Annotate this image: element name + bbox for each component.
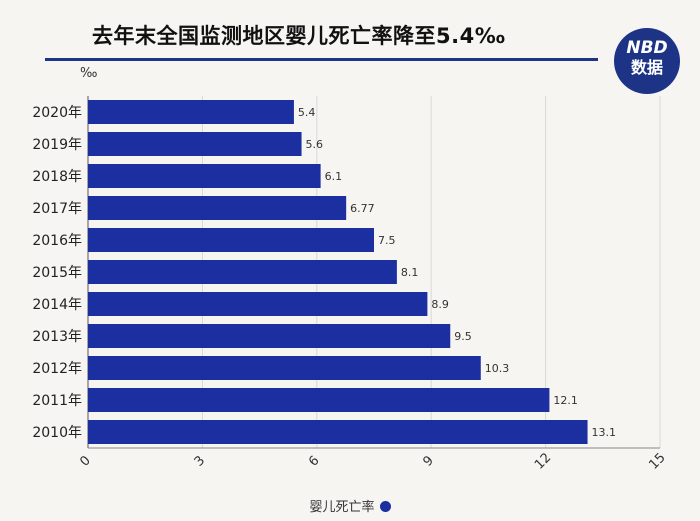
legend-marker xyxy=(379,501,391,512)
y-tick-label: 2016年 xyxy=(32,233,82,249)
legend: 婴儿死亡率 xyxy=(0,496,700,515)
y-tick-label: 2011年 xyxy=(32,393,82,409)
data-label: 13.1 xyxy=(592,426,617,439)
bar xyxy=(88,228,374,252)
bar xyxy=(88,420,588,444)
data-label: 10.3 xyxy=(485,362,510,375)
y-tick-label: 2015年 xyxy=(32,265,82,281)
data-label: 5.6 xyxy=(306,138,324,151)
bar xyxy=(88,324,451,348)
data-label: 5.4 xyxy=(298,106,316,119)
bar xyxy=(88,292,428,316)
bar xyxy=(88,100,294,124)
data-label: 8.1 xyxy=(401,266,419,279)
y-tick-label: 2019年 xyxy=(32,137,82,153)
unit-label: ‰ xyxy=(80,66,98,81)
nbd-logo: NBD 数据 xyxy=(614,28,680,94)
y-tick-label: 2014年 xyxy=(32,297,82,313)
data-label: 12.1 xyxy=(553,394,578,407)
bar xyxy=(88,132,302,156)
y-tick-label: 2010年 xyxy=(32,425,82,441)
bar-chart: 5.4 2020年 5.6 2019年 6.1 2018年 6.77 2017年 7.5 2016… xyxy=(32,96,669,473)
logo-text-bottom: 数据 xyxy=(630,58,663,77)
bar xyxy=(88,164,321,188)
title-underline xyxy=(45,58,598,61)
y-tick-label: 2018年 xyxy=(32,169,82,185)
bar xyxy=(88,356,481,380)
logo-text-top: NBD xyxy=(626,38,668,58)
x-tick-label: 0 xyxy=(77,453,93,469)
chart-title: 去年末全国监测地区婴儿死亡率降至5.4‰ xyxy=(92,24,506,48)
y-tick-label: 2020年 xyxy=(32,105,82,121)
x-tick-label: 15 xyxy=(646,450,668,472)
data-label: 7.5 xyxy=(378,234,396,247)
data-label: 9.5 xyxy=(454,330,472,343)
x-tick-label: 3 xyxy=(192,453,208,469)
data-label: 6.77 xyxy=(350,202,375,215)
y-tick-label: 2013年 xyxy=(32,329,82,345)
bar xyxy=(88,260,397,284)
legend-label: 婴儿死亡率 xyxy=(309,500,375,515)
bar xyxy=(88,388,550,412)
bar xyxy=(88,196,347,220)
data-label: 8.9 xyxy=(431,298,449,311)
y-tick-label: 2017年 xyxy=(32,201,82,217)
y-tick-label: 2012年 xyxy=(32,361,82,377)
x-tick-label: 12 xyxy=(532,450,554,472)
x-tick-label: 9 xyxy=(420,453,436,469)
x-tick-label: 6 xyxy=(306,453,322,469)
data-label: 6.1 xyxy=(325,170,343,183)
